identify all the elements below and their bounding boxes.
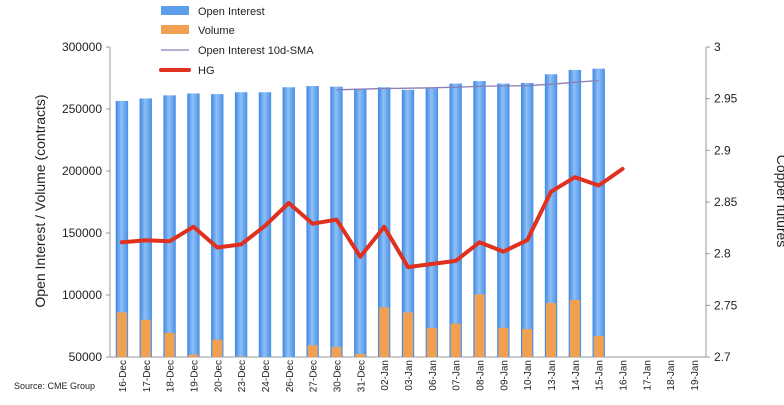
volume-bar — [307, 345, 318, 357]
open-interest-sma-line — [336, 79, 599, 91]
source-note: Source: CME Group — [14, 381, 95, 391]
volume-bar — [569, 299, 580, 357]
x-tick-label: 13-Jan — [547, 360, 558, 391]
open-interest-bar — [211, 94, 224, 358]
volume-bar — [498, 327, 509, 357]
volume-bar — [188, 354, 199, 357]
y-tick-label-left: 250000 — [62, 102, 102, 116]
y-axis-label-right: Copper futures — [774, 155, 784, 248]
x-tick-label: 18-Jan — [666, 360, 677, 391]
volume-bar — [474, 294, 485, 357]
open-interest-bar — [497, 83, 510, 357]
y-tick-label-right: 2.95 — [714, 92, 738, 106]
volume-bar — [236, 356, 247, 357]
volume-bar — [593, 335, 604, 357]
volume-bar — [426, 327, 437, 357]
volume-bar — [140, 319, 151, 357]
open-interest-bar — [401, 89, 415, 357]
hg-price-line — [119, 166, 625, 270]
volume-bar — [331, 347, 342, 357]
y-tick-label-right: 2.75 — [714, 298, 738, 312]
volume-bar — [164, 332, 175, 357]
x-tick-label: 16-Jan — [619, 360, 630, 391]
open-interest-bar — [592, 68, 605, 357]
open-interest-bar — [163, 95, 176, 358]
x-tick-label: 31-Dec — [356, 360, 367, 392]
volume-bar — [450, 323, 461, 357]
x-tick-label: 07-Jan — [452, 360, 463, 391]
x-tick-label: 09-Jan — [499, 360, 510, 391]
y-tick-label-right: 2.8 — [714, 247, 731, 261]
open-interest-bar — [377, 87, 391, 358]
open-interest-bar — [139, 98, 152, 358]
volume-bar — [546, 303, 557, 357]
open-interest-bar — [568, 69, 582, 357]
x-tick-label: 19-Jan — [690, 360, 701, 391]
x-tick-label: 15-Jan — [595, 360, 606, 391]
x-tick-label: 17-Jan — [642, 360, 653, 391]
plot-area: 50000 100000 150000 200000 250000 300000 2.7 2.… — [62, 40, 738, 392]
x-tick-label: 27-Dec — [309, 360, 320, 392]
open-interest-bar — [544, 74, 558, 357]
legend-label-open-interest: Open Interest — [198, 6, 265, 18]
y-axis-label-left: Open Interest / Volume (contracts) — [32, 94, 48, 307]
volume-bar — [522, 329, 533, 357]
y-tick-label-left: 150000 — [62, 226, 102, 240]
x-tick-label: 14-Jan — [571, 360, 582, 391]
y-tick-label-right: 2.9 — [714, 143, 731, 157]
volume-bar — [116, 312, 127, 357]
x-tick-label: 02-Jan — [380, 360, 391, 391]
open-interest-bar — [425, 88, 439, 357]
y-tick-label-left: 300000 — [62, 40, 102, 54]
x-tick-label: 30-Dec — [332, 360, 343, 392]
y-tick-label-left: 50000 — [69, 350, 103, 364]
open-interest-bar — [449, 83, 462, 357]
x-tick-label: 10-Jan — [523, 360, 534, 391]
open-interest-bar — [521, 82, 534, 358]
x-tick-label: 03-Jan — [404, 360, 415, 391]
legend-swatch-open-interest — [161, 6, 189, 15]
x-tick-label: 08-Jan — [476, 360, 487, 391]
x-tick-label: 23-Dec — [237, 360, 248, 392]
x-tick-label: 16-Dec — [118, 360, 129, 392]
open-interest-bar — [115, 100, 129, 357]
y-tick-label-right: 2.85 — [714, 195, 738, 209]
x-tick-label: 18-Dec — [166, 360, 177, 392]
y-tick-label-right: 3 — [714, 40, 721, 54]
legend-label-volume: Volume — [198, 25, 235, 37]
legend: Open Interest Volume Open Interest 10d-SMA… — [159, 6, 314, 77]
x-tick-label: 26-Dec — [285, 360, 296, 392]
y-tick-label-left: 100000 — [62, 288, 102, 302]
open-interest-bar — [473, 81, 486, 357]
volume-bar — [402, 312, 414, 357]
y-tick-label-left: 200000 — [62, 164, 102, 178]
x-tick-label: 19-Dec — [189, 360, 200, 392]
legend-label-open-interest-10d-sma: Open Interest 10d-SMA — [198, 45, 314, 57]
open-interest-bar — [354, 88, 367, 357]
volume-bar — [212, 339, 223, 357]
legend-swatch-volume — [161, 25, 189, 34]
x-tick-label: 06-Jan — [428, 360, 439, 391]
x-tick-label: 20-Dec — [213, 360, 224, 392]
y-tick-label-right: 2.7 — [714, 350, 731, 364]
volume-bar — [379, 307, 390, 357]
x-tick-label: 24-Dec — [261, 360, 272, 392]
open-interest-bar — [282, 87, 295, 358]
legend-label-hg: HG — [198, 65, 215, 77]
open-interest-bar — [234, 92, 248, 357]
x-tick-label: 17-Dec — [142, 360, 153, 392]
volume-bar — [355, 353, 366, 357]
